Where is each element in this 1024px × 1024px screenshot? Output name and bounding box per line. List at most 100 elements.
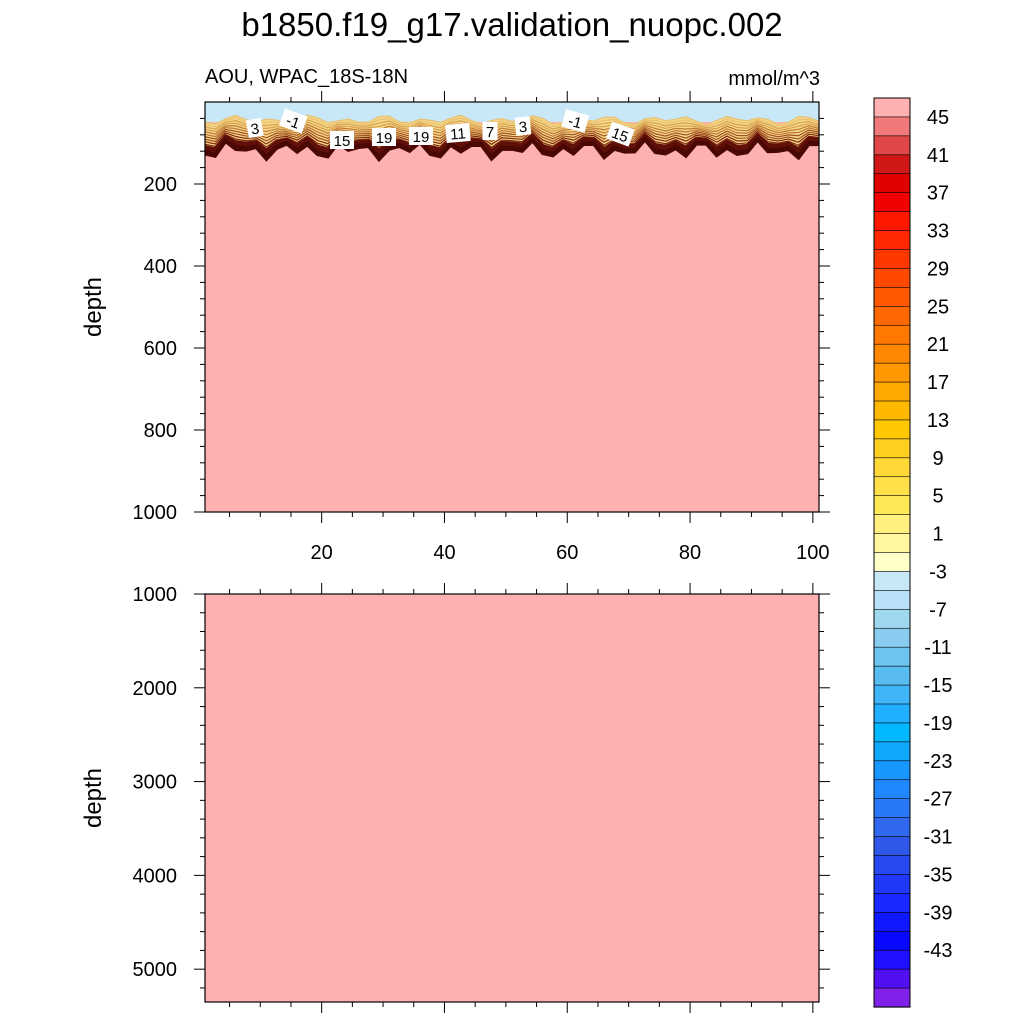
contour-line bbox=[204, 124, 820, 138]
colorbar-swatch bbox=[873, 116, 911, 137]
colorbar-labels: 45 41 37 33 29 25 21 17 13 9 5 1 -3 -7 -11 -15 -19 -23 -27… bbox=[924, 107, 953, 962]
thermocline-contours bbox=[204, 114, 820, 163]
contour-line bbox=[204, 132, 820, 153]
upper-plot-fill bbox=[205, 102, 819, 512]
y-tick-label: 400 bbox=[144, 256, 177, 278]
colorbar-label: -15 bbox=[924, 675, 953, 697]
colorbar-frame bbox=[873, 97, 911, 1008]
contour-line bbox=[204, 126, 820, 140]
lower-axis-ticks: 1000 2000 3000 4000 5000 bbox=[133, 583, 830, 1013]
chart-title: b1850.f19_g17.validation_nuopc.002 bbox=[241, 6, 782, 43]
contour-line bbox=[204, 137, 820, 163]
colorbar-swatch bbox=[873, 590, 911, 610]
colorbar-swatch bbox=[873, 722, 911, 743]
colorbar-swatch bbox=[873, 97, 911, 118]
colorbar-swatch bbox=[873, 817, 911, 838]
contour-line bbox=[204, 130, 820, 146]
colorbar-label: 21 bbox=[927, 334, 949, 356]
contour-line bbox=[204, 132, 820, 149]
colorbar-swatch bbox=[873, 381, 911, 402]
colorbar-label: -3 bbox=[929, 561, 947, 583]
y-tick-label: 1000 bbox=[133, 584, 178, 606]
colorbar-label: -27 bbox=[924, 789, 953, 811]
panel-subtitle: AOU, WPAC_18S-18N bbox=[205, 66, 408, 88]
contour-label-text: -1 bbox=[284, 112, 302, 133]
colorbar-label: 37 bbox=[927, 183, 949, 205]
y-tick-label: 800 bbox=[144, 420, 177, 442]
colorbar-swatch bbox=[873, 741, 911, 762]
colorbar-swatch bbox=[873, 703, 911, 724]
x-tick-label: 40 bbox=[433, 542, 455, 564]
colorbar-label: 29 bbox=[927, 258, 949, 280]
contour-label: 19 bbox=[372, 128, 396, 147]
x-tick-label: 80 bbox=[679, 542, 701, 564]
colorbar-swatch bbox=[873, 987, 911, 1008]
colorbar-swatch bbox=[873, 779, 911, 800]
colorbar-swatch bbox=[873, 135, 911, 156]
upper-surface-layer bbox=[205, 102, 819, 122]
colorbar-label: -35 bbox=[924, 864, 953, 886]
colorbar-swatch bbox=[873, 154, 911, 175]
lower-plot-frame bbox=[204, 593, 820, 1003]
colorbar-label: 45 bbox=[927, 107, 949, 129]
colorbar-swatch bbox=[873, 893, 911, 913]
colorbar-swatch bbox=[873, 419, 911, 440]
x-tick-label: 20 bbox=[311, 542, 333, 564]
colorbar-swatch bbox=[873, 798, 911, 819]
colorbar-swatch bbox=[873, 495, 911, 516]
y-tick-label: 200 bbox=[144, 174, 177, 196]
contour-line bbox=[204, 128, 820, 143]
x-tick-label: 60 bbox=[556, 542, 578, 564]
upper-axis-ticks: 200 400 600 800 1000 20 40 60 80 100 bbox=[133, 91, 830, 564]
contour-label: 15 bbox=[330, 131, 354, 150]
contour-label: -1 bbox=[278, 108, 308, 134]
upper-y-axis-label: depth bbox=[80, 277, 107, 337]
contour-labels: 3 -1 15 19 19 11 7 3 -1 15 bbox=[245, 108, 635, 150]
colorbar-swatch bbox=[873, 646, 911, 667]
contour-label-text: 11 bbox=[450, 125, 467, 143]
colorbar-swatch bbox=[873, 268, 911, 288]
colorbar-swatch bbox=[873, 211, 911, 232]
colorbar-swatch bbox=[873, 571, 911, 591]
y-tick-label: 600 bbox=[144, 338, 177, 360]
colorbar-swatch bbox=[873, 438, 911, 459]
contour-line bbox=[204, 122, 820, 135]
colorbar-swatch bbox=[873, 609, 911, 629]
contour-label: 7 bbox=[482, 122, 498, 141]
x-tick-label: 100 bbox=[796, 542, 829, 564]
colorbar-swatch bbox=[873, 930, 911, 951]
upper-plot-frame bbox=[204, 101, 820, 513]
contour-label: 3 bbox=[245, 117, 264, 139]
contour-label: 11 bbox=[445, 122, 471, 144]
colorbar-label: 1 bbox=[932, 524, 943, 546]
colorbar-swatch bbox=[873, 968, 911, 989]
upper-panel: 3 -1 15 19 19 11 7 3 -1 15 200 400 600 800 1000 20 40 60… bbox=[80, 91, 830, 564]
lower-plot-fill bbox=[205, 594, 819, 1002]
lower-panel: 1000 2000 3000 4000 5000 depth bbox=[80, 583, 830, 1013]
colorbar-swatch bbox=[873, 912, 911, 932]
contour-label-text: 15 bbox=[609, 125, 630, 147]
colorbar-label: 25 bbox=[927, 296, 949, 318]
contour-label-text: 7 bbox=[486, 124, 494, 141]
colorbar-swatch bbox=[873, 249, 911, 270]
y-tick-label: 3000 bbox=[133, 772, 178, 794]
colorbar-swatch bbox=[873, 230, 911, 251]
colorbar-swatch bbox=[873, 476, 911, 497]
colorbar-label: 41 bbox=[927, 145, 949, 167]
colorbar-swatch bbox=[873, 684, 911, 705]
colorbar-swatch bbox=[873, 343, 911, 364]
contour-label-text: 15 bbox=[334, 133, 351, 150]
colorbar-swatch bbox=[873, 552, 911, 573]
colorbar-label: -43 bbox=[924, 940, 953, 962]
y-tick-label: 5000 bbox=[133, 959, 178, 981]
colorbar-swatch bbox=[873, 874, 911, 894]
contour-label-text: 3 bbox=[518, 119, 528, 137]
units-label: mmol/m^3 bbox=[728, 68, 820, 90]
contour-label-text: 3 bbox=[250, 120, 261, 138]
colorbar-label: -19 bbox=[924, 713, 953, 735]
contour-line bbox=[204, 118, 820, 130]
colorbar bbox=[873, 97, 911, 1008]
contour-line bbox=[204, 134, 820, 156]
colorbar-label: 17 bbox=[927, 372, 949, 394]
